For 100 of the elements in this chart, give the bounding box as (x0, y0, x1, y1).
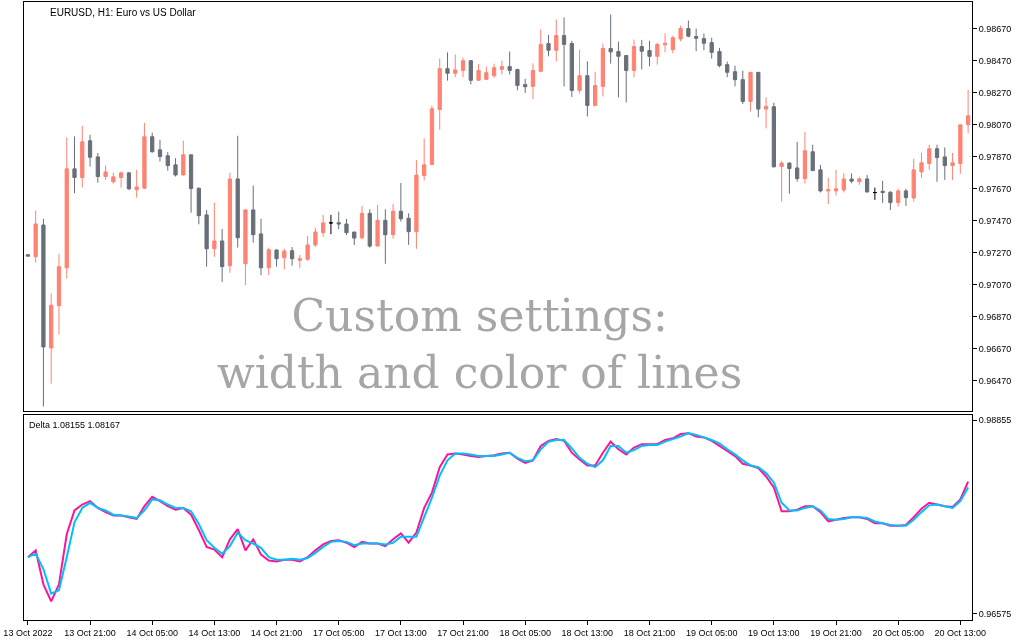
candlestick (484, 66, 489, 80)
x-tick-label: 20 Oct 05:00 (872, 627, 924, 638)
candlestick (554, 19, 559, 62)
candlestick (717, 47, 722, 68)
candlestick (56, 253, 62, 335)
y-tick-label: 0.96670 (978, 343, 1012, 354)
candlestick (336, 211, 341, 230)
y-tick-label: 0.98855 (978, 415, 1012, 426)
x-tick-label: 20 Oct 13:00 (934, 627, 987, 638)
y-tick-label: 0.98470 (978, 55, 1012, 66)
candlestick (119, 171, 124, 189)
candlestick (725, 61, 730, 78)
candlestick (795, 141, 800, 183)
candlestick (499, 60, 505, 75)
candlestick (289, 246, 295, 267)
candlestick (530, 62, 536, 100)
y-tick-label: 0.97070 (978, 279, 1012, 290)
candlestick (647, 40, 652, 67)
candlestick (328, 214, 334, 235)
candlestick (134, 169, 139, 199)
candlestick (670, 35, 675, 54)
candlestick (903, 188, 909, 207)
x-tick-label: 19 Oct 13:00 (748, 627, 800, 638)
candlestick (72, 135, 77, 194)
candlestick (251, 185, 256, 244)
candlestick (321, 214, 326, 238)
candlestick (662, 32, 668, 53)
candlestick (437, 58, 442, 131)
candlestick (771, 102, 776, 169)
candlestick (429, 105, 435, 166)
candlestick (678, 25, 683, 42)
candlestick (25, 254, 31, 257)
candlestick (740, 70, 745, 105)
candlestick (818, 164, 823, 194)
candlestick (235, 135, 240, 249)
candlestick (934, 144, 940, 183)
candlestick (546, 34, 551, 57)
candlestick (375, 204, 380, 247)
candlestick (585, 60, 590, 117)
candlestick (266, 247, 271, 276)
x-tick-label: 14 Oct 13:00 (188, 627, 241, 638)
candlestick (95, 152, 100, 184)
candlestick (919, 152, 924, 179)
candlestick (896, 188, 901, 208)
x-tick-label: 13 Oct 2022 (3, 627, 53, 638)
candlestick (787, 161, 792, 195)
x-tick-label: 19 Oct 05:00 (685, 627, 738, 638)
candlestick (523, 78, 528, 94)
y-tick-label: 0.96575 (978, 608, 1012, 619)
candlestick (305, 235, 310, 262)
candlestick (398, 182, 403, 223)
candlestick (126, 171, 132, 191)
text: EURUSD, H1: Euro vs US Dollar (50, 7, 197, 18)
candlestick (406, 212, 411, 246)
candlestick (593, 71, 598, 107)
candlestick (763, 96, 769, 129)
candlestick (274, 248, 279, 268)
y-tick-label: 0.97670 (978, 183, 1012, 194)
x-tick-label: 14 Oct 21:00 (250, 627, 303, 638)
candlestick (569, 40, 574, 98)
candlestick (352, 231, 357, 246)
candlestick (864, 174, 870, 194)
candlestick (181, 140, 186, 177)
candlestick (779, 160, 784, 203)
candlestick (600, 43, 606, 97)
candlestick (857, 176, 862, 186)
annotation: Custom settings: width and color of lines (217, 290, 743, 399)
candlestick (833, 169, 839, 197)
candlestick (872, 187, 877, 201)
y-tick-label: 0.98070 (978, 119, 1012, 130)
candlestick (639, 39, 644, 70)
y-tick-label: 0.98670 (978, 24, 1012, 34)
x-tick-label: 17 Oct 13:00 (375, 627, 427, 638)
candlestick (390, 203, 396, 240)
candlestick (41, 218, 46, 407)
candlestick (888, 190, 893, 211)
candlestick (383, 208, 388, 265)
candlestick (460, 57, 466, 78)
candlestick (468, 60, 473, 85)
candlestick (732, 65, 738, 87)
candlestick (686, 20, 691, 38)
candlestick (150, 132, 155, 154)
candlestick (802, 131, 808, 185)
candlestick (80, 125, 85, 189)
candlestick (694, 28, 699, 52)
x-tick-label: 19 Oct 21:00 (810, 627, 862, 638)
candlestick (313, 227, 318, 248)
candlestick (196, 187, 201, 225)
x-tick-label: 17 Oct 21:00 (437, 627, 489, 638)
candlestick (157, 139, 163, 163)
candlestick (422, 138, 427, 182)
candlestick (243, 208, 248, 286)
candlestick (49, 292, 54, 385)
candlestick (631, 39, 637, 78)
candlestick (958, 124, 963, 175)
x-tick-label: 14 Oct 05:00 (126, 627, 178, 638)
candlestick (942, 146, 947, 181)
candlestick (173, 157, 178, 178)
candlestick (826, 177, 831, 205)
x-tick-label: 18 Oct 13:00 (561, 627, 614, 638)
